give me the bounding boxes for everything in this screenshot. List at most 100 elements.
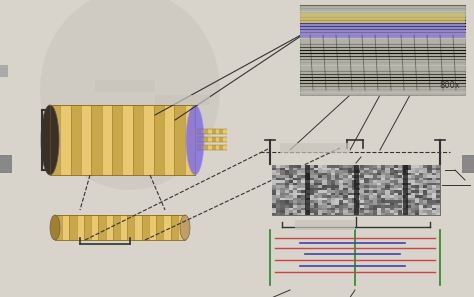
Bar [297, 170, 301, 173]
Bar [385, 212, 390, 215]
Bar [204, 145, 208, 150]
Bar [331, 187, 335, 190]
Bar [310, 165, 314, 168]
Bar [419, 182, 423, 185]
Bar [293, 185, 297, 187]
Bar [381, 187, 385, 190]
Bar [365, 173, 369, 175]
Bar [352, 182, 356, 185]
Bar [419, 165, 423, 168]
Bar [112, 105, 122, 175]
Bar [381, 175, 385, 178]
Bar [390, 178, 394, 180]
Bar [423, 192, 428, 195]
Bar [394, 187, 398, 190]
Bar [178, 215, 185, 240]
Bar [365, 170, 369, 173]
Bar [293, 200, 297, 203]
Bar [70, 215, 77, 240]
Bar [381, 203, 385, 205]
Bar [331, 200, 335, 203]
Bar [297, 210, 301, 212]
Bar [310, 190, 314, 192]
Bar [406, 175, 410, 178]
Bar [301, 210, 306, 212]
Bar [356, 170, 360, 173]
Bar [369, 173, 373, 175]
Bar [306, 212, 310, 215]
Bar [331, 178, 335, 180]
Bar [272, 165, 276, 168]
Bar [339, 187, 343, 190]
Bar [301, 165, 306, 168]
Bar [377, 208, 381, 210]
Bar [331, 182, 335, 185]
Bar [306, 190, 310, 192]
Bar [143, 105, 154, 175]
Bar [352, 178, 356, 180]
Bar [365, 175, 369, 178]
Bar [423, 198, 428, 200]
Bar [402, 208, 406, 210]
Bar [390, 175, 394, 178]
Bar [394, 182, 398, 185]
Bar [335, 212, 339, 215]
Bar [369, 182, 373, 185]
Bar [306, 178, 310, 180]
Bar [297, 190, 301, 192]
Bar [419, 205, 423, 208]
Bar [331, 180, 335, 182]
Bar [289, 187, 293, 190]
Bar [365, 208, 369, 210]
Bar [398, 168, 402, 170]
Bar [428, 180, 432, 182]
Bar [50, 105, 60, 175]
Bar [432, 212, 436, 215]
Bar [347, 190, 352, 192]
Bar [365, 190, 369, 192]
Bar [310, 187, 314, 190]
Bar [410, 205, 415, 208]
Bar [403, 165, 408, 215]
Bar [293, 170, 297, 173]
Bar [415, 210, 419, 212]
Bar [428, 187, 432, 190]
Bar [84, 215, 91, 240]
Bar [436, 203, 440, 205]
Bar [390, 203, 394, 205]
Bar [428, 195, 432, 198]
Bar [365, 210, 369, 212]
Bar [219, 145, 223, 150]
Bar [327, 168, 331, 170]
Bar [410, 203, 415, 205]
Bar [347, 173, 352, 175]
Bar [339, 180, 343, 182]
Bar [343, 205, 347, 208]
Bar [419, 192, 423, 195]
Bar [385, 210, 390, 212]
Bar [339, 175, 343, 178]
Bar [293, 168, 297, 170]
Bar [356, 205, 360, 208]
Bar [310, 203, 314, 205]
Bar [436, 180, 440, 182]
Bar [339, 182, 343, 185]
Bar [318, 178, 322, 180]
Bar [377, 173, 381, 175]
Bar [352, 170, 356, 173]
Bar [406, 165, 410, 168]
Bar [289, 170, 293, 173]
Bar [310, 200, 314, 203]
Bar [331, 212, 335, 215]
Bar [410, 210, 415, 212]
Bar [428, 165, 432, 168]
Bar [432, 200, 436, 203]
Bar [360, 170, 365, 173]
Bar [335, 173, 339, 175]
Bar [385, 168, 390, 170]
Bar [428, 190, 432, 192]
Bar [281, 212, 284, 215]
Bar [331, 198, 335, 200]
Bar [428, 178, 432, 180]
Bar [335, 210, 339, 212]
